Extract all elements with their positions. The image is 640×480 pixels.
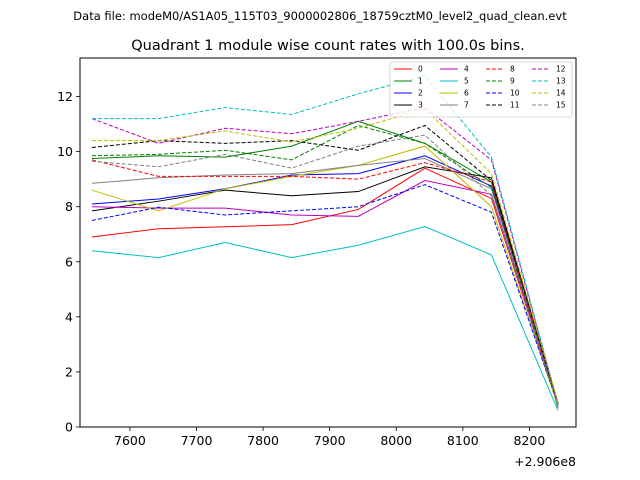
legend-label-1: 1 bbox=[418, 77, 423, 86]
legend-label-7: 7 bbox=[464, 101, 469, 110]
series-line-0 bbox=[91, 167, 559, 406]
y-tick-label: 0 bbox=[65, 420, 73, 435]
y-tick-label: 4 bbox=[65, 309, 73, 324]
series-line-6 bbox=[91, 145, 559, 407]
series-line-15 bbox=[91, 134, 559, 407]
legend-label-13: 13 bbox=[556, 77, 566, 86]
x-axis: 7600 7700 7800 7900 8000 8100 8200 bbox=[114, 427, 545, 448]
legend-label-10: 10 bbox=[510, 89, 520, 98]
legend-label-5: 5 bbox=[464, 77, 469, 86]
y-tick-label: 2 bbox=[65, 364, 73, 379]
x-tick-label: 7600 bbox=[114, 433, 146, 448]
x-tick-label: 7900 bbox=[314, 433, 346, 448]
axes-frame bbox=[79, 57, 577, 428]
legend-label-0: 0 bbox=[418, 65, 423, 74]
series-line-5 bbox=[91, 226, 559, 411]
legend-label-15: 15 bbox=[556, 101, 566, 110]
x-tick-label: 8000 bbox=[380, 433, 412, 448]
plot-area bbox=[80, 58, 576, 427]
y-tick-label: 8 bbox=[65, 199, 73, 214]
legend-label-4: 4 bbox=[464, 65, 469, 74]
legend-box bbox=[389, 61, 573, 118]
x-offset-label: +2.906e8 bbox=[514, 454, 576, 469]
series-line-8 bbox=[91, 159, 559, 404]
y-tick-label: 12 bbox=[57, 89, 73, 104]
series-line-9 bbox=[91, 124, 559, 406]
y-tick-label: 6 bbox=[65, 254, 73, 269]
x-tick-label: 8200 bbox=[513, 433, 545, 448]
series-line-2 bbox=[91, 155, 559, 404]
legend-label-14: 14 bbox=[556, 89, 566, 98]
x-tick-label: 7700 bbox=[181, 433, 213, 448]
y-tick-label: 10 bbox=[57, 144, 73, 159]
legend-label-8: 8 bbox=[510, 65, 515, 74]
legend-label-9: 9 bbox=[510, 77, 515, 86]
legend-label-2: 2 bbox=[418, 89, 423, 98]
y-axis: 0 2 4 6 8 10 12 bbox=[57, 89, 80, 435]
chart-suptitle: Data file: modeM0/AS1A05_115T03_90000028… bbox=[73, 9, 567, 23]
x-tick-label: 8100 bbox=[447, 433, 479, 448]
series-line-10 bbox=[91, 184, 559, 406]
legend-label-12: 12 bbox=[556, 65, 566, 74]
series-layer bbox=[91, 75, 559, 411]
legend-label-3: 3 bbox=[418, 101, 423, 110]
legend-label-11: 11 bbox=[510, 101, 520, 110]
x-tick-label: 7800 bbox=[247, 433, 279, 448]
series-line-7 bbox=[91, 157, 559, 403]
series-line-11 bbox=[91, 124, 559, 404]
chart-title: Quadrant 1 module wise count rates with … bbox=[131, 38, 525, 54]
legend-label-6: 6 bbox=[464, 89, 469, 98]
series-line-3 bbox=[91, 166, 559, 406]
series-line-13 bbox=[91, 75, 559, 404]
series-line-14 bbox=[91, 108, 559, 403]
